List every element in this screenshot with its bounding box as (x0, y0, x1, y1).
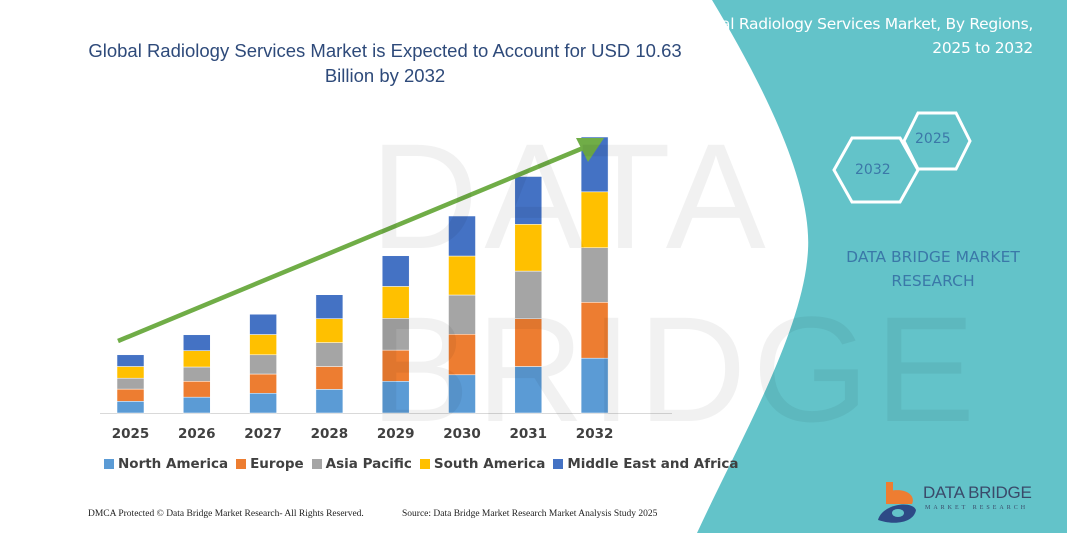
bar-segment-middle-east-and-africa-2026 (183, 334, 211, 351)
logo-subtext: MARKET RESEARCH (925, 505, 1029, 511)
legend-item: South America (419, 456, 546, 472)
logo-icon (878, 482, 916, 523)
bar-segment-north-america-2032 (580, 357, 609, 414)
bar-segment-asia-pacific-2029 (381, 318, 410, 351)
bar-segment-south-america-2032 (580, 191, 609, 248)
bar-segment-north-america-2025 (116, 401, 145, 414)
x-tick-label: 2029 (376, 426, 415, 442)
bar-segment-south-america-2026 (183, 350, 211, 368)
bar-segment-asia-pacific-2031 (514, 270, 543, 319)
bar-segment-asia-pacific-2027 (249, 354, 277, 375)
bar-segment-south-america-2027 (249, 334, 277, 356)
legend: North America Europe Asia Pacific South … (104, 456, 739, 472)
legend-swatch (419, 459, 430, 469)
legend-label: Asia Pacific (325, 456, 412, 472)
x-tick-label: 2025 (111, 426, 150, 442)
bar-segment-middle-east-and-africa-2030 (448, 215, 476, 257)
bar-segment-south-america-2029 (381, 286, 410, 319)
bar-segment-middle-east-and-africa-2025 (116, 354, 145, 367)
bar-segment-middle-east-and-africa-2028 (315, 294, 344, 319)
bar-segment-europe-2029 (381, 349, 410, 382)
bar-segment-north-america-2028 (315, 389, 344, 414)
side-panel (697, 0, 1067, 533)
footer-source: Source: Data Bridge Market Research Mark… (402, 509, 658, 519)
footer-copyright: DMCA Protected © Data Bridge Market Rese… (88, 509, 364, 519)
bar-segment-asia-pacific-2025 (116, 377, 145, 390)
legend-swatch (236, 459, 247, 469)
bar-segment-north-america-2031 (514, 366, 543, 414)
bar-segment-south-america-2031 (514, 224, 543, 272)
x-tick-label: 2032 (575, 426, 614, 442)
bar-segment-asia-pacific-2030 (448, 294, 476, 335)
legend-label: North America (118, 456, 229, 472)
x-tick-label: 2030 (443, 426, 481, 442)
hex-label-2032: 2032 (855, 162, 891, 178)
legend-swatch (553, 459, 564, 469)
brand-text: DATA BRIDGE MARKET RESEARCH (846, 248, 1020, 290)
legend-label: Europe (250, 456, 304, 472)
legend-label: Middle East and Africa (567, 456, 739, 472)
bar-segment-asia-pacific-2028 (315, 342, 344, 367)
legend-label: South America (433, 456, 546, 472)
bar-segment-north-america-2026 (183, 396, 211, 414)
bar-segment-europe-2030 (448, 334, 476, 376)
x-tick-label: 2031 (509, 426, 548, 442)
bars (116, 136, 609, 414)
x-tick-label: 2028 (310, 426, 349, 442)
legend-item: North America (104, 456, 228, 472)
legend-item: Middle East and Africa (553, 456, 739, 472)
legend-item: Europe (236, 456, 304, 472)
x-tick-label: 2026 (178, 426, 216, 442)
legend-item: Asia Pacific (311, 456, 412, 472)
chart-title: Global Radiology Services Market is Expe… (88, 40, 682, 86)
legend-swatch (311, 459, 322, 469)
bar-segment-south-america-2028 (315, 318, 344, 343)
hex-label-2025: 2025 (915, 131, 951, 147)
logo-text: DATA BRIDGE (923, 483, 1032, 502)
bar-segment-middle-east-and-africa-2027 (249, 313, 277, 335)
trend-arrow (117, 138, 604, 344)
bar-segment-europe-2025 (116, 388, 145, 402)
bar-segment-middle-east-and-africa-2029 (381, 255, 410, 287)
bar-segment-north-america-2027 (249, 392, 277, 414)
x-tick-label: 2027 (244, 426, 282, 442)
bar-segment-north-america-2030 (448, 374, 476, 414)
bar-segment-asia-pacific-2026 (183, 366, 211, 382)
bar-segment-europe-2027 (249, 373, 277, 394)
bar-segment-north-america-2029 (381, 381, 410, 414)
side-panel-title: Global Radiology Services Market, By Reg… (686, 15, 1034, 57)
bar-segment-south-america-2025 (116, 366, 145, 379)
bar-segment-europe-2026 (183, 381, 211, 398)
hexagon-2032 (832, 136, 920, 204)
watermark: DATA BRIDGE (370, 112, 982, 453)
bar-segment-europe-2028 (315, 366, 344, 390)
bar-segment-europe-2031 (514, 318, 543, 367)
legend-swatch (104, 459, 114, 469)
bar-segment-middle-east-and-africa-2031 (514, 176, 543, 225)
